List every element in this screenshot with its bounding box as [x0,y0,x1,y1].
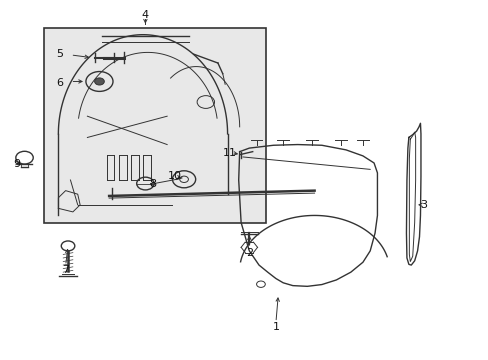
Text: 1: 1 [272,322,279,332]
Text: 2: 2 [245,248,252,258]
Text: 5: 5 [56,49,63,59]
Text: 4: 4 [142,10,149,20]
Text: 10: 10 [167,171,181,181]
Text: 6: 6 [56,77,63,87]
Text: 3: 3 [419,200,426,210]
Bar [44,28,265,222]
Text: 9: 9 [13,159,20,169]
Circle shape [95,78,104,85]
Text: 8: 8 [149,179,156,189]
Text: 11: 11 [223,148,237,158]
Text: 7: 7 [62,265,69,275]
